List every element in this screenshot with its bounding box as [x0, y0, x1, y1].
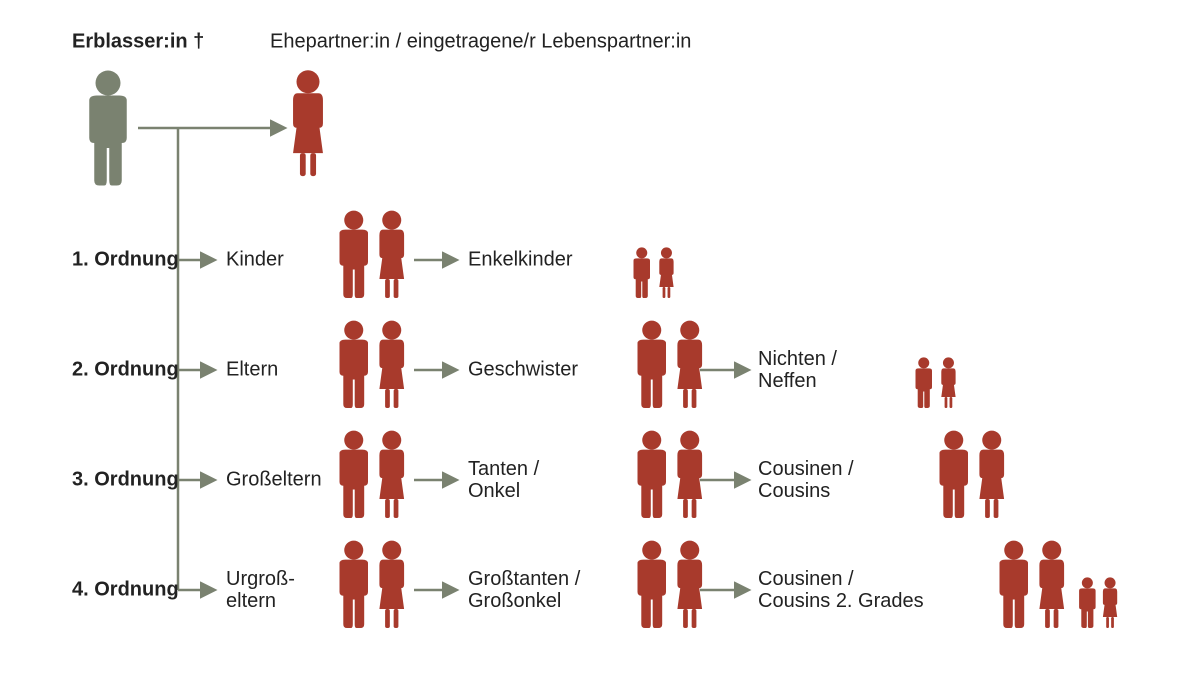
- person-male-icon: [340, 431, 369, 518]
- step-label: Kinder: [226, 248, 284, 270]
- step-label: Urgroß-: [226, 568, 295, 590]
- person-male-icon: [940, 431, 969, 518]
- person-child-male-icon: [1079, 577, 1096, 628]
- person-female-icon: [379, 321, 404, 408]
- step-label: Tanten /: [468, 458, 540, 480]
- person-male-icon: [638, 321, 667, 408]
- diagram-svg: Erblasser:in † Ehepartner:in / eingetrage…: [0, 0, 1200, 692]
- person-male-icon: [340, 321, 369, 408]
- step-label: Großeltern: [226, 468, 322, 490]
- spouse-label: Ehepartner:in / eingetragene/r Lebenspar…: [270, 30, 691, 52]
- person-child-male-icon: [634, 247, 651, 298]
- step-label: Nichten /: [758, 348, 837, 370]
- order-title: 1. Ordnung: [72, 248, 179, 270]
- person-child-female-icon: [941, 357, 955, 408]
- step-label: Cousinen /: [758, 458, 854, 480]
- person-male-icon: [340, 541, 369, 628]
- person-female-icon: [379, 431, 404, 518]
- person-male-icon: [340, 211, 369, 298]
- inheritance-diagram: Erblasser:in † Ehepartner:in / eingetrage…: [0, 0, 1200, 692]
- person-female-icon: [677, 541, 702, 628]
- step-label: Onkel: [468, 480, 520, 502]
- person-child-male-icon: [916, 357, 933, 408]
- order-title: 2. Ordnung: [72, 358, 179, 380]
- step-label: Cousinen /: [758, 568, 854, 590]
- step-label: Neffen: [758, 370, 817, 392]
- person-male-icon: [638, 431, 667, 518]
- order-title: 3. Ordnung: [72, 468, 179, 490]
- step-label: Eltern: [226, 358, 278, 380]
- person-female-icon: [379, 211, 404, 298]
- step-label: Cousins: [758, 480, 830, 502]
- person-male-icon: [1000, 541, 1029, 628]
- person-female-icon: [979, 431, 1004, 518]
- order-title: 4. Ordnung: [72, 578, 179, 600]
- person-female-icon: [1039, 541, 1064, 628]
- deceased-label: Erblasser:in †: [72, 30, 204, 52]
- spouse-icon: [293, 70, 323, 176]
- deceased-icon: [89, 71, 127, 186]
- person-male-icon: [638, 541, 667, 628]
- person-female-icon: [677, 321, 702, 408]
- step-label: Großtanten /: [468, 568, 581, 590]
- step-label: Geschwister: [468, 358, 578, 380]
- person-child-female-icon: [659, 247, 673, 298]
- person-child-female-icon: [1103, 577, 1117, 628]
- step-label: Enkelkinder: [468, 248, 573, 270]
- person-female-icon: [677, 431, 702, 518]
- person-female-icon: [379, 541, 404, 628]
- step-label: Cousins 2. Grades: [758, 590, 924, 612]
- step-label: Großonkel: [468, 590, 561, 612]
- step-label: eltern: [226, 590, 276, 612]
